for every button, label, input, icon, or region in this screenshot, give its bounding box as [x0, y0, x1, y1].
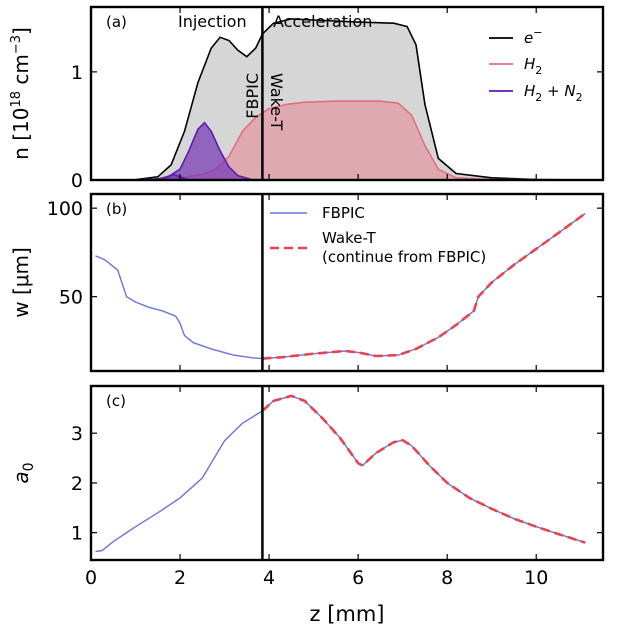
legend-entry-1: H2 — [524, 55, 542, 77]
x-axis-label: z [mm] — [310, 602, 385, 626]
panel-label: (a) — [106, 13, 127, 31]
panel-2: 50 100 (b) w [μm] FBPIC Wake-T (continue from … — [9, 192, 605, 373]
y-tick-label: 3 — [71, 423, 83, 445]
plot-area — [95, 212, 586, 360]
x-tick-label: 6 — [352, 567, 364, 589]
panel-label: (b) — [106, 200, 127, 218]
y-tick-label: 50 — [59, 287, 83, 309]
fbpic-vertical-label: FBPIC — [243, 73, 262, 119]
area-fill-2 — [144, 122, 265, 180]
waket-vertical-label: Wake-T — [267, 73, 286, 130]
y-axis-label: n [1018 cm−3] — [9, 27, 33, 160]
y-tick-label: 1 — [71, 523, 83, 545]
x-tick-label: 4 — [263, 567, 275, 589]
axes-frame — [89, 192, 605, 373]
series-line-0 — [95, 395, 586, 553]
legend-entry-0: e− — [524, 26, 542, 47]
x-tick-label: 2 — [174, 567, 186, 589]
panel-3: 1 2 3 (c) a0 0 2 4 6 8 10 — [9, 384, 605, 589]
y-axis-label: w [μm] — [9, 247, 33, 318]
legend-entry-waket: Wake-T (continue from FBPIC) — [322, 229, 486, 266]
x-tick-label: 8 — [441, 567, 453, 589]
y-tick-label: 100 — [47, 198, 83, 220]
injection-label: Injection — [178, 12, 247, 31]
y-axis-label: a0 — [9, 462, 37, 483]
legend-entry-fbpic: FBPIC — [322, 204, 365, 222]
plot-area — [95, 394, 586, 553]
series-line-1 — [262, 212, 586, 360]
x-tick-label: 10 — [524, 567, 548, 589]
series-line-1 — [261, 394, 586, 544]
acceleration-label: Acceleration — [273, 12, 372, 31]
panel-1: 0 1 (a) n [1018 cm−3] Injection Acceleration F… — [9, 5, 605, 192]
y-tick-label: 0 — [71, 170, 83, 192]
axes-frame — [89, 5, 605, 182]
plot-area — [91, 18, 590, 180]
axes-frame — [89, 384, 605, 562]
y-tick-label: 1 — [71, 62, 83, 84]
area-line-3 — [155, 173, 190, 180]
panel-label: (c) — [106, 392, 126, 410]
area-fill-1 — [91, 101, 590, 180]
area-line-2 — [144, 121, 265, 180]
y-tick-label: 2 — [71, 473, 83, 495]
area-line-0 — [91, 18, 590, 180]
x-tick-label: 0 — [85, 567, 97, 589]
legend-entry-2: H2 + N2 — [524, 82, 583, 104]
